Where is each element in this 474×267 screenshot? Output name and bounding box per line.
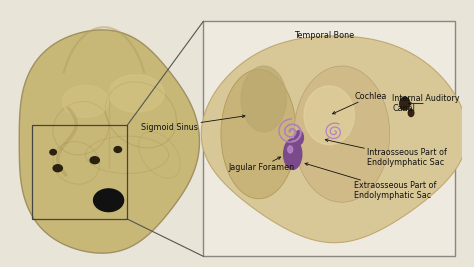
Polygon shape bbox=[19, 30, 200, 253]
Ellipse shape bbox=[109, 75, 164, 112]
Ellipse shape bbox=[114, 147, 121, 152]
Ellipse shape bbox=[50, 150, 56, 155]
Ellipse shape bbox=[93, 189, 124, 212]
Ellipse shape bbox=[221, 69, 296, 199]
Ellipse shape bbox=[408, 109, 414, 116]
Text: Extraosseous Part of
Endolymphatic Sac: Extraosseous Part of Endolymphatic Sac bbox=[305, 163, 437, 200]
Bar bbox=[32, 125, 127, 219]
Text: Temporal Bone: Temporal Bone bbox=[294, 31, 354, 40]
Ellipse shape bbox=[53, 165, 63, 172]
Ellipse shape bbox=[304, 86, 355, 145]
Ellipse shape bbox=[241, 66, 286, 132]
Ellipse shape bbox=[400, 97, 410, 110]
Bar bbox=[203, 21, 455, 256]
Text: Jagular Foramen: Jagular Foramen bbox=[228, 157, 295, 171]
Ellipse shape bbox=[294, 66, 390, 202]
Ellipse shape bbox=[90, 157, 100, 164]
Polygon shape bbox=[201, 36, 467, 243]
Ellipse shape bbox=[288, 146, 293, 153]
Text: Sigmoid Sinus: Sigmoid Sinus bbox=[141, 115, 245, 132]
Ellipse shape bbox=[295, 131, 303, 145]
Ellipse shape bbox=[283, 139, 302, 169]
Ellipse shape bbox=[63, 85, 109, 117]
Text: Cochlea: Cochlea bbox=[333, 92, 387, 114]
Text: Intraosseous Part of
Endolymphatic Sac: Intraosseous Part of Endolymphatic Sac bbox=[325, 139, 447, 167]
Text: Internal Auditory
Canal: Internal Auditory Canal bbox=[392, 94, 460, 113]
